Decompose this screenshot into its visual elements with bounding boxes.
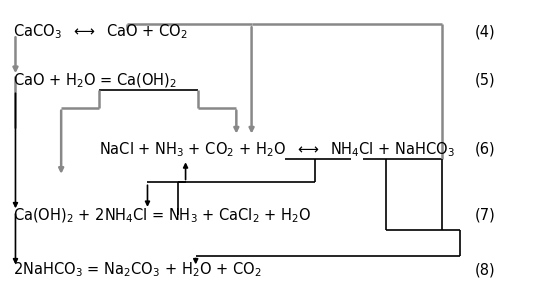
Text: (5): (5): [475, 73, 496, 88]
Text: (6): (6): [475, 142, 496, 157]
Text: (7): (7): [475, 208, 496, 223]
Text: (4): (4): [475, 24, 496, 39]
Text: (8): (8): [475, 263, 496, 277]
Text: CaO + H$_2$O = Ca(OH)$_2$: CaO + H$_2$O = Ca(OH)$_2$: [13, 71, 177, 90]
Text: Ca(OH)$_2$ + 2NH$_4$Cl = NH$_3$ + CaCl$_2$ + H$_2$O: Ca(OH)$_2$ + 2NH$_4$Cl = NH$_3$ + CaCl$_…: [13, 206, 311, 225]
Text: NaCl + NH$_3$ + CO$_2$ + H$_2$O  $\longleftrightarrow$  NH$_4$Cl + NaHCO$_3$: NaCl + NH$_3$ + CO$_2$ + H$_2$O $\longle…: [99, 140, 455, 159]
Text: CaCO$_3$  $\longleftrightarrow$  CaO + CO$_2$: CaCO$_3$ $\longleftrightarrow$ CaO + CO$…: [13, 22, 188, 41]
Text: 2NaHCO$_3$ = Na$_2$CO$_3$ + H$_2$O + CO$_2$: 2NaHCO$_3$ = Na$_2$CO$_3$ + H$_2$O + CO$…: [13, 261, 262, 280]
